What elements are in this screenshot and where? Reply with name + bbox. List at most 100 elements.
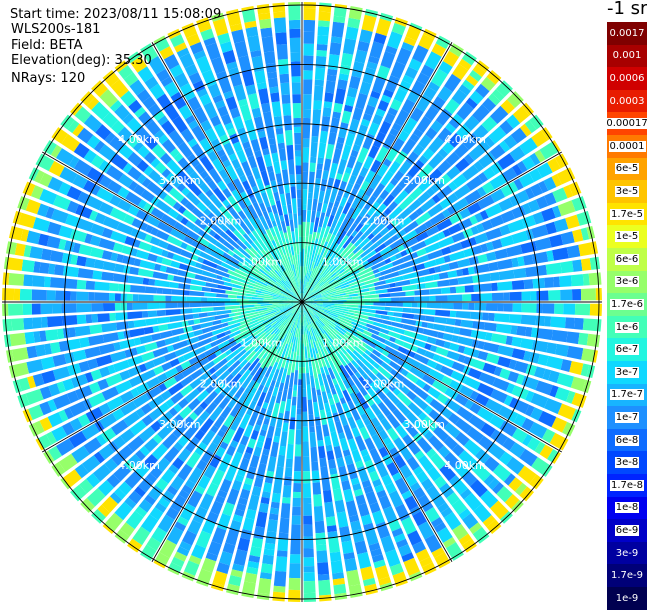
data-bin xyxy=(84,346,101,358)
data-bin xyxy=(578,333,588,346)
data-bin xyxy=(358,503,370,517)
data-bin xyxy=(497,345,513,357)
data-bin xyxy=(50,277,66,288)
range-ring-label: 3.00km xyxy=(159,174,201,187)
data-bin xyxy=(192,308,201,313)
data-bin xyxy=(537,328,553,340)
data-bin xyxy=(99,343,115,355)
data-bin xyxy=(567,245,581,258)
data-bin xyxy=(427,303,442,309)
data-bin xyxy=(474,233,488,244)
data-bin xyxy=(295,151,301,157)
data-bin xyxy=(109,313,116,321)
data-bin xyxy=(277,182,284,195)
data-bin xyxy=(252,108,262,119)
data-bin xyxy=(171,328,184,336)
data-bin xyxy=(465,285,474,293)
data-bin xyxy=(355,93,367,110)
data-bin xyxy=(29,246,43,259)
data-bin xyxy=(450,311,456,318)
data-bin xyxy=(96,355,113,367)
data-bin xyxy=(44,277,51,288)
data-bin xyxy=(303,109,311,118)
data-bin xyxy=(313,100,322,110)
data-bin xyxy=(566,332,579,345)
data-bin xyxy=(79,244,93,256)
data-bin xyxy=(300,252,302,267)
data-bin xyxy=(318,11,330,21)
data-bin xyxy=(379,293,391,297)
data-bin xyxy=(427,337,437,345)
colorbar-tick-label: 3e-6 xyxy=(615,276,640,287)
data-bin xyxy=(153,271,169,280)
colorbar-swatch: 0.0003 xyxy=(607,90,647,113)
data-bin xyxy=(345,133,355,146)
data-bin xyxy=(355,302,364,305)
data-bin xyxy=(193,314,199,319)
data-bin xyxy=(260,28,272,38)
data-bin xyxy=(536,316,546,327)
data-bin xyxy=(264,437,273,450)
data-bin xyxy=(328,459,336,469)
data-bin xyxy=(128,276,144,285)
data-bin xyxy=(302,350,304,356)
data-bin xyxy=(296,180,301,189)
data-bin xyxy=(322,373,327,380)
data-bin xyxy=(299,237,302,252)
data-bin xyxy=(311,142,318,157)
data-bin xyxy=(157,288,163,294)
data-bin xyxy=(328,54,340,70)
data-bin xyxy=(485,228,502,241)
data-bin xyxy=(201,307,213,312)
data-bin xyxy=(330,117,340,133)
data-bin xyxy=(349,6,363,20)
data-bin xyxy=(425,316,435,322)
data-bin xyxy=(295,228,299,243)
colorbar-tick-label: 6e-8 xyxy=(615,435,640,446)
range-ring-label: 1.00km xyxy=(241,255,283,268)
data-bin xyxy=(321,116,330,132)
data-bin xyxy=(525,327,532,337)
data-bin xyxy=(554,304,563,315)
data-bin xyxy=(115,312,127,320)
data-bin xyxy=(295,430,301,445)
data-bin xyxy=(330,404,337,414)
data-bin xyxy=(315,417,321,427)
data-bin xyxy=(572,289,581,300)
data-bin xyxy=(303,397,308,412)
data-bin xyxy=(453,303,462,310)
data-bin xyxy=(251,139,261,152)
data-bin xyxy=(240,302,252,305)
data-bin xyxy=(574,318,584,330)
data-bin xyxy=(352,107,363,121)
data-bin xyxy=(327,393,333,400)
data-bin xyxy=(127,294,133,301)
data-bin xyxy=(86,281,96,290)
data-bin xyxy=(317,157,324,164)
data-bin xyxy=(330,552,342,562)
data-bin xyxy=(343,38,356,55)
colorbar-swatch: 6e-7 xyxy=(607,338,647,361)
data-bin xyxy=(45,329,58,341)
data-bin xyxy=(133,294,139,301)
data-bin xyxy=(328,537,340,553)
data-bin xyxy=(328,132,337,145)
data-bin xyxy=(525,266,538,277)
data-bin xyxy=(395,317,402,322)
data-bin xyxy=(391,297,400,301)
data-bin xyxy=(283,485,292,498)
data-bin xyxy=(272,592,285,602)
data-bin xyxy=(403,303,412,308)
data-bin xyxy=(513,303,522,312)
data-bin xyxy=(153,326,160,333)
data-bin xyxy=(114,264,124,273)
data-bin xyxy=(290,554,301,563)
range-ring-label: 4.00km xyxy=(118,133,160,146)
data-bin xyxy=(270,144,278,154)
data-bin xyxy=(433,324,446,332)
data-bin xyxy=(322,424,329,437)
data-bin xyxy=(252,486,262,497)
colorbar-tick-label: 0.0006 xyxy=(609,73,646,84)
data-bin xyxy=(316,232,320,238)
data-bin xyxy=(316,425,323,440)
